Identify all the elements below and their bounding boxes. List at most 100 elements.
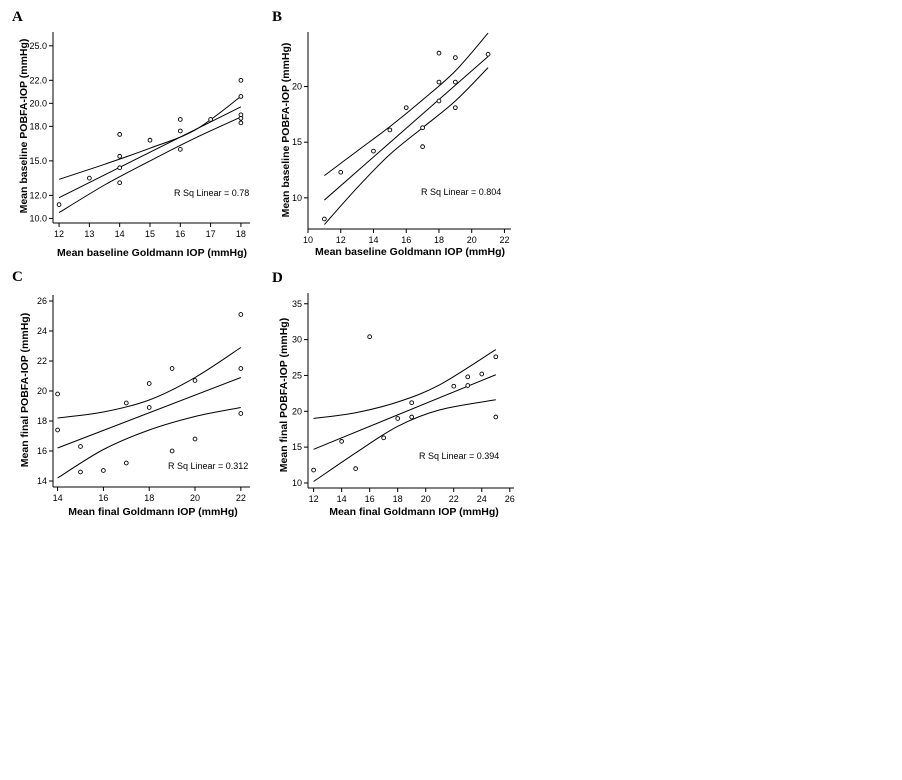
data-point (338, 169, 344, 175)
data-point (55, 391, 60, 397)
data-point (493, 414, 499, 420)
data-point (147, 137, 153, 143)
y-tick-label: 14 (37, 476, 47, 486)
x-tick-label: 26 (505, 494, 515, 504)
panel-c: C 14 16 18 20 22 14 16 18 20 22 24 26 Mean final Go… (12, 269, 250, 518)
x-tick-label: 22 (449, 494, 459, 504)
data-point (436, 50, 442, 56)
data-point (367, 334, 373, 340)
x-tick-label: 16 (175, 229, 185, 239)
panel-b-rsq-annotation: R Sq Linear = 0.804 (421, 187, 501, 197)
y-tick-label: 18.0 (29, 121, 47, 131)
data-point (479, 371, 485, 377)
panel-d-plot: 12 14 16 18 20 22 24 26 10 15 20 25 30 35 (292, 293, 515, 504)
y-tick-label: 10.0 (29, 213, 47, 223)
panel-c-xlabel: Mean final Goldmann IOP (mmHg) (68, 506, 238, 518)
data-point (485, 51, 491, 57)
x-tick-label: 14 (115, 229, 125, 239)
x-tick-label: 12 (336, 235, 346, 245)
x-tick-label: 16 (401, 235, 411, 245)
fit-line (58, 106, 242, 199)
y-tick-label: 18 (37, 416, 47, 426)
y-tick-label: 20.0 (29, 98, 47, 108)
ci-upper-curve (57, 347, 242, 419)
data-point (420, 125, 425, 131)
data-point (381, 435, 387, 441)
data-point (101, 468, 106, 473)
panel-d-ylabel: Mean final POBFA-IOP (mmHg) (278, 318, 290, 472)
data-point (238, 411, 244, 416)
x-tick-label: 22 (499, 235, 509, 245)
data-point (451, 383, 457, 389)
y-tick-label: 15 (292, 442, 302, 452)
data-point (238, 94, 244, 99)
ci-lower-curve (58, 116, 242, 214)
data-point (123, 400, 129, 406)
data-point (452, 79, 458, 85)
x-tick-label: 24 (477, 494, 487, 504)
panel-a: A 12 13 14 15 16 17 18 10.0 12.0 15.0 18.0 20.0 22.0… (12, 9, 250, 259)
panel-a-xlabel: Mean baseline Goldmann IOP (mmHg) (57, 247, 247, 259)
data-point (146, 405, 152, 410)
y-tick-label: 15.0 (29, 156, 47, 166)
fit-line (313, 374, 496, 450)
data-point (387, 127, 393, 133)
data-point (192, 436, 198, 442)
ci-upper-curve (313, 349, 497, 419)
data-point (238, 312, 244, 317)
data-point (465, 383, 471, 388)
data-point (169, 448, 175, 454)
y-tick-label: 22 (37, 356, 47, 366)
panel-letter-a: A (12, 9, 23, 25)
data-point (169, 366, 175, 371)
y-tick-label: 20 (292, 406, 302, 416)
x-tick-label: 15 (145, 229, 155, 239)
data-point (395, 416, 401, 421)
panel-c-ylabel: Mean final POBFA-IOP (mmHg) (19, 313, 31, 467)
y-tick-label: 35 (292, 299, 302, 309)
data-point (208, 117, 213, 122)
ci-lower-curve (313, 399, 496, 482)
y-tick-label: 15 (292, 137, 302, 147)
panel-b-ylabel: Mean baseline POBFA-IOP (mmHg) (280, 43, 292, 218)
ci-lower-curve (57, 407, 241, 479)
data-point (238, 77, 244, 83)
y-tick-label: 20 (292, 82, 302, 92)
panel-a-rsq-annotation: R Sq Linear = 0.78 (174, 188, 249, 198)
data-point (238, 366, 244, 371)
ci-lower-curve (324, 67, 489, 225)
x-tick-label: 14 (337, 494, 347, 504)
ci-upper-curve (324, 32, 489, 176)
data-point (403, 105, 409, 111)
data-point (146, 381, 152, 386)
x-tick-label: 20 (467, 235, 477, 245)
panel-d-xlabel: Mean final Goldmann IOP (mmHg) (329, 506, 499, 518)
x-tick-label: 14 (53, 493, 63, 503)
x-tick-label: 14 (368, 235, 378, 245)
panel-d-rsq-annotation: R Sq Linear = 0.394 (419, 451, 499, 461)
data-point (238, 115, 244, 121)
panel-a-ylabel: Mean baseline POBFA-IOP (mmHg) (18, 39, 30, 214)
x-tick-label: 18 (144, 493, 154, 503)
x-tick-label: 22 (236, 493, 246, 503)
data-point (409, 400, 415, 406)
panel-d: D 12 14 16 18 20 22 24 26 10 15 20 25 30 35 Mean fina… (272, 270, 515, 518)
x-tick-label: 10 (303, 235, 313, 245)
data-point (465, 374, 471, 380)
x-tick-label: 17 (206, 229, 216, 239)
data-point (117, 180, 123, 186)
x-tick-label: 13 (84, 229, 94, 239)
panel-b: B 10 12 14 16 18 20 22 10 15 20 Mean baseline Gol… (272, 9, 511, 258)
data-point (371, 148, 376, 154)
y-tick-label: 10 (292, 478, 302, 488)
x-tick-label: 20 (421, 494, 431, 504)
data-point (436, 79, 442, 85)
y-tick-label: 16 (37, 446, 47, 456)
data-point (177, 147, 183, 152)
fit-line (324, 56, 489, 201)
y-tick-label: 24 (37, 326, 47, 336)
panel-c-rsq-annotation: R Sq Linear = 0.312 (168, 461, 248, 471)
panel-letter-b: B (272, 9, 282, 25)
y-tick-label: 22.0 (29, 75, 47, 85)
